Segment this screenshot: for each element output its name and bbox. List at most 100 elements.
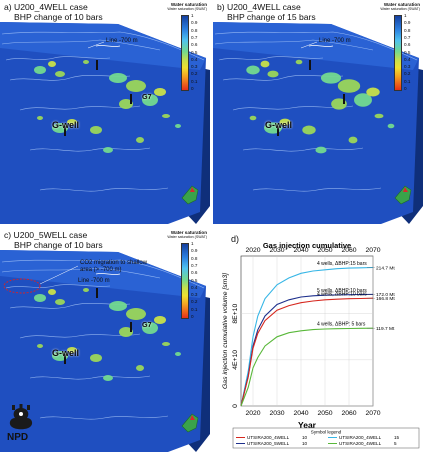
well-marker xyxy=(277,126,279,136)
colorbar-tick: 0.3 xyxy=(404,64,411,70)
well-label-g-well: G-well xyxy=(52,120,80,130)
x-tick-label: 2070 xyxy=(365,410,380,417)
colorbar-tick: 0.9 xyxy=(191,248,198,254)
colorbar-tick: 0 xyxy=(191,314,194,319)
map-surface-far xyxy=(0,22,206,70)
series-line-1 xyxy=(240,293,374,407)
co2-plume xyxy=(142,322,158,334)
co2-plume xyxy=(48,61,56,67)
x-tick-label: 2030 xyxy=(269,410,284,417)
panel-subtitle: BHP change of 10 bars xyxy=(14,240,103,250)
contour-line xyxy=(214,39,374,51)
depth-line-label: Line -700 m xyxy=(319,38,351,44)
npd-logo-icon xyxy=(9,404,33,430)
co2-plume xyxy=(34,66,46,74)
colorbar-tick: 0.5 xyxy=(191,277,198,283)
map-panel-a: a) U200_4WELL case BHP change of 10 bars… xyxy=(0,0,210,224)
colorbar-tick: 0.9 xyxy=(404,20,411,26)
co2-plume xyxy=(320,72,342,84)
co2-plume xyxy=(126,308,146,320)
contour-line xyxy=(214,31,418,61)
well-marker xyxy=(130,94,132,104)
contour-line xyxy=(1,267,161,279)
x-tick-label-top: 2020 xyxy=(245,247,260,254)
co2-plume xyxy=(354,93,372,107)
co2-plume xyxy=(34,294,46,302)
series-annotation: 5 wells, ΔBHP:10 bars xyxy=(317,288,367,294)
well-label-g7: G7 xyxy=(142,92,152,101)
x-tick-label: 2020 xyxy=(245,410,260,417)
saturation-map-c xyxy=(0,250,210,452)
north-arrow-icon xyxy=(394,185,412,205)
saturation-map-a xyxy=(0,22,210,224)
series-annotation: 4 wells, ΔBHP: 5 bars xyxy=(317,322,366,328)
y-axis-label: Gas injection cumulative volume [sm3] xyxy=(222,272,229,389)
chart-panel-d: d) Gas injection cumulative 2020 2020 2030 2… xyxy=(213,228,425,452)
x-tick-label-top: 2050 xyxy=(317,247,332,254)
colorbar-tick: 0.6 xyxy=(191,42,198,48)
co2-plume xyxy=(331,98,347,110)
map-surface-far xyxy=(0,250,206,298)
well-marker xyxy=(96,60,98,70)
co2-plume xyxy=(119,327,133,337)
legend-entry-name: UTSIRA200_4WELL xyxy=(339,441,382,446)
co2-plume xyxy=(260,60,270,68)
co2-plume xyxy=(119,99,133,109)
co2-migration-annotation: CO2 migration to shallow area (> -700 m) xyxy=(80,260,148,273)
colorbar-tick: 1 xyxy=(191,241,194,246)
depth-line xyxy=(95,273,121,275)
contour-line xyxy=(39,415,169,420)
colorbar-subtitle: Water saturation (SWAT) xyxy=(167,7,207,11)
x-tick-label-top: 2040 xyxy=(293,247,308,254)
well-marker xyxy=(64,126,66,136)
legend-box xyxy=(232,427,420,449)
contour-line xyxy=(29,147,151,152)
co2-plume xyxy=(348,136,358,144)
co2-plume xyxy=(67,347,77,353)
co2-plume xyxy=(337,79,361,93)
co2-plume xyxy=(315,146,327,154)
contour-line xyxy=(218,56,324,61)
co2-plume xyxy=(154,316,166,324)
panel-title: b) U200_4WELL case xyxy=(217,2,301,12)
saturation-map-b xyxy=(213,22,423,224)
map-surface xyxy=(213,22,419,224)
panel-subtitle: BHP change of 15 bars xyxy=(227,12,316,22)
series-end-label: 214.7 Mt xyxy=(376,265,395,271)
co2-plume xyxy=(109,73,127,83)
well-label-g-well: G-well xyxy=(52,348,80,358)
contour-line xyxy=(29,375,151,380)
contour-line xyxy=(1,259,205,289)
series-annotation: 4 wells, ΔBHP:10 bars xyxy=(317,292,367,298)
co2-plume xyxy=(55,299,65,305)
well-marker xyxy=(130,322,132,332)
plot-area xyxy=(240,255,374,407)
legend-title: Symbol legend xyxy=(311,430,342,435)
colorbar-tick: 0.7 xyxy=(191,262,198,268)
colorbar-tick: 0.1 xyxy=(191,306,198,312)
colorbar-tick: 0.6 xyxy=(404,42,411,48)
panel-title: a) U200_4WELL case xyxy=(4,2,88,12)
co2-plume xyxy=(136,137,144,143)
colorbar-gradient xyxy=(394,15,402,91)
panel-a-label: a) U200_4WELL case BHP change of 10 bars xyxy=(4,2,103,22)
migration-highlight-ellipse xyxy=(3,278,41,294)
co2-plume xyxy=(162,342,170,346)
depth-line xyxy=(95,45,121,47)
colorbar: Water saturation Water saturation (SWAT)… xyxy=(360,2,420,91)
well-label-g7: G7 xyxy=(142,320,152,329)
map-surface xyxy=(0,250,206,452)
co2-plume xyxy=(103,147,113,153)
series-line-0 xyxy=(240,266,374,407)
colorbar-tick: 1 xyxy=(404,13,407,18)
contour-line xyxy=(252,187,382,192)
colorbar: Water saturation Water saturation (SWAT)… xyxy=(147,2,207,91)
panel-subtitle: BHP change of 10 bars xyxy=(14,12,103,22)
depth-line xyxy=(308,45,334,47)
x-tick-label: 2060 xyxy=(341,410,356,417)
map-surface-far xyxy=(213,22,419,70)
colorbar-tick: 0.1 xyxy=(404,78,411,84)
co2-plume xyxy=(37,344,43,348)
co2-plume xyxy=(175,124,181,128)
contour-line xyxy=(5,284,111,289)
